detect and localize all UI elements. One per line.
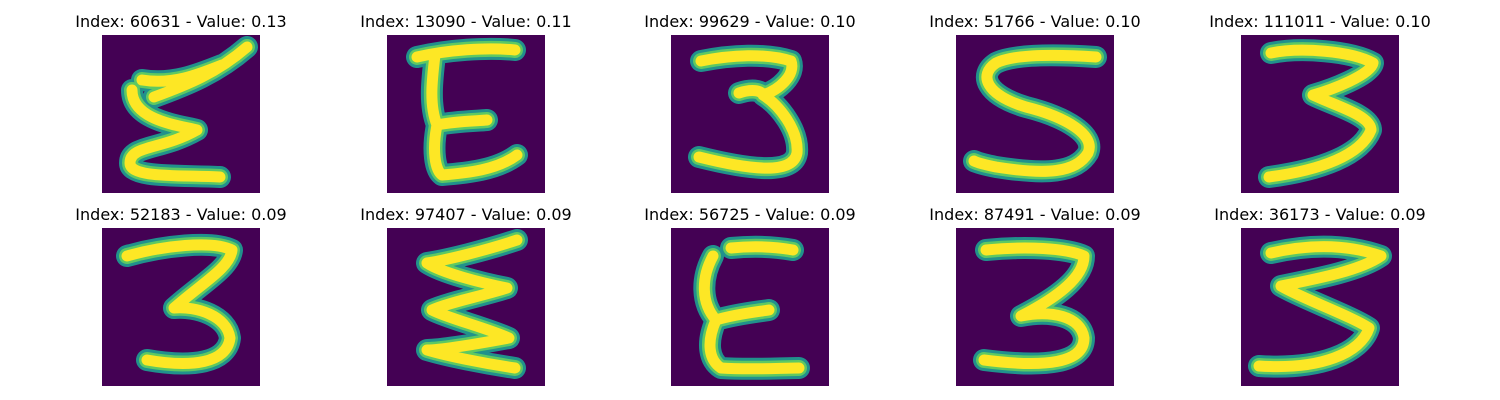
glyph-core xyxy=(121,239,238,370)
digit-image xyxy=(671,228,829,386)
digit-glyph xyxy=(963,44,1107,183)
digit-glyph xyxy=(1248,235,1392,378)
digit-glyph xyxy=(693,235,810,380)
digit-image xyxy=(671,35,829,193)
digit-image xyxy=(102,228,260,386)
panel-title: Index: 97407 - Value: 0.09 xyxy=(360,205,572,224)
glyph-core xyxy=(411,43,523,181)
glyph-core xyxy=(421,234,523,374)
panel-title: Index: 52183 - Value: 0.09 xyxy=(75,205,287,224)
panel-title: Index: 99629 - Value: 0.10 xyxy=(644,12,856,31)
digit-image xyxy=(956,228,1114,386)
panel-title: Index: 111011 - Value: 0.10 xyxy=(1209,12,1431,31)
digit-glyph xyxy=(1258,39,1384,188)
digit-glyph xyxy=(119,36,258,188)
glyph-core xyxy=(1263,44,1379,183)
digit-image xyxy=(387,228,545,386)
digit-image xyxy=(102,35,260,193)
digit-glyph xyxy=(973,237,1095,375)
panel-title: Index: 60631 - Value: 0.13 xyxy=(75,12,287,31)
digit-image xyxy=(387,35,545,193)
digit-glyph xyxy=(406,37,528,186)
panel-title: Index: 56725 - Value: 0.09 xyxy=(644,205,856,224)
panel-title: Index: 87491 - Value: 0.09 xyxy=(929,205,1141,224)
panel-title: Index: 51766 - Value: 0.10 xyxy=(929,12,1141,31)
digit-image xyxy=(1241,228,1399,386)
glyph-core xyxy=(124,41,253,183)
digit-glyph xyxy=(416,229,528,379)
digit-image xyxy=(956,35,1114,193)
digit-glyph xyxy=(688,44,809,180)
panel-title: Index: 36173 - Value: 0.09 xyxy=(1214,205,1426,224)
panel-title: Index: 13090 - Value: 0.11 xyxy=(360,12,572,31)
glyph-core xyxy=(698,241,805,375)
digit-image xyxy=(1241,35,1399,193)
glyph-core xyxy=(1253,241,1387,373)
glyph-core xyxy=(978,242,1090,369)
glyph-core xyxy=(968,49,1102,177)
digit-glyph xyxy=(116,233,243,375)
glyph-core xyxy=(693,50,803,174)
